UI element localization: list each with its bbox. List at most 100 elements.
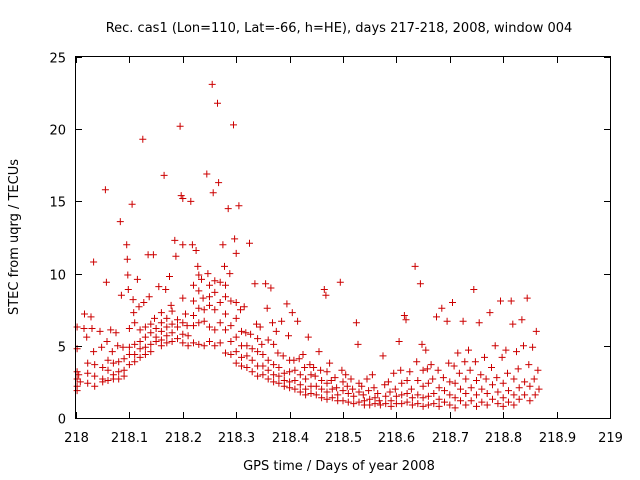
data-point [99, 378, 107, 386]
data-point [327, 377, 335, 384]
data-point [285, 332, 292, 340]
data-point [518, 316, 526, 324]
data-point [454, 349, 462, 357]
data-point [304, 333, 312, 341]
data-point [192, 247, 200, 254]
data-point [295, 355, 303, 363]
data-point [104, 356, 112, 364]
data-point [115, 375, 123, 383]
data-point [278, 317, 286, 325]
data-point [449, 299, 456, 306]
data-point [391, 385, 399, 393]
data-point [462, 375, 470, 383]
data-point [123, 241, 131, 249]
data-point [120, 355, 128, 363]
data-point [315, 348, 323, 356]
data-point [214, 99, 221, 107]
data-point [246, 239, 253, 247]
data-point [320, 286, 328, 293]
data-point [477, 371, 485, 379]
data-point [147, 340, 155, 348]
data-point [172, 252, 180, 260]
data-point [473, 377, 480, 384]
data-point [232, 299, 240, 306]
data-point [482, 375, 490, 383]
data-point [211, 288, 219, 296]
data-point [83, 333, 91, 341]
data-point [318, 385, 326, 393]
data-point [141, 333, 149, 341]
data-point [502, 346, 510, 354]
data-point [513, 348, 520, 356]
data-point [231, 235, 239, 243]
data-point [465, 346, 472, 354]
data-point [104, 366, 112, 374]
data-point [168, 338, 176, 345]
data-point [510, 391, 518, 399]
data-point [219, 241, 227, 249]
data-point [151, 314, 158, 322]
data-point [441, 387, 448, 395]
data-point [174, 323, 181, 331]
data-point [349, 385, 357, 393]
data-point [510, 401, 518, 409]
data-point [296, 388, 304, 396]
data-point [91, 382, 99, 390]
data-point [190, 339, 197, 347]
data-point [381, 381, 389, 389]
data-point [478, 398, 486, 406]
data-point [354, 340, 362, 348]
data-point [174, 316, 181, 324]
data-point [168, 307, 176, 315]
x-tick-label: 218.4 [272, 431, 309, 446]
data-point [470, 286, 478, 293]
data-point [128, 200, 136, 208]
data-point [445, 359, 453, 367]
data-point [439, 374, 447, 382]
data-point [471, 358, 479, 366]
data-point [232, 333, 240, 341]
data-point [312, 391, 320, 399]
data-point [446, 391, 454, 399]
data-point [125, 325, 133, 332]
data-point [272, 327, 280, 335]
data-point [227, 338, 235, 345]
data-point [443, 317, 451, 325]
data-point [515, 384, 523, 392]
data-point [200, 342, 208, 350]
data-point [446, 401, 454, 409]
data-point [117, 291, 125, 299]
data-point [80, 325, 88, 332]
data-point [124, 286, 132, 293]
axis-ticks [76, 57, 611, 419]
data-point [398, 400, 406, 408]
data-point [195, 304, 203, 312]
data-point [238, 353, 245, 361]
data-point [221, 262, 228, 270]
data-point [203, 170, 211, 178]
data-point [112, 329, 120, 337]
data-point [359, 391, 367, 399]
data-point [296, 381, 304, 389]
data-point [459, 317, 467, 325]
data-point [322, 291, 330, 299]
data-point [152, 338, 160, 345]
data-point [368, 371, 376, 379]
data-point [451, 394, 459, 402]
data-point [521, 378, 529, 386]
data-point [131, 351, 139, 358]
data-point [280, 369, 288, 377]
data-point [491, 342, 499, 350]
x-tick-label: 218.6 [378, 431, 415, 446]
data-point [109, 359, 117, 367]
data-point [242, 329, 250, 337]
data-point [91, 361, 99, 369]
data-point [466, 366, 474, 374]
data-point [103, 338, 111, 345]
data-point [328, 385, 336, 393]
data-point [323, 368, 331, 376]
data-point [318, 377, 326, 384]
data-point [403, 390, 411, 397]
data-point [211, 342, 219, 350]
